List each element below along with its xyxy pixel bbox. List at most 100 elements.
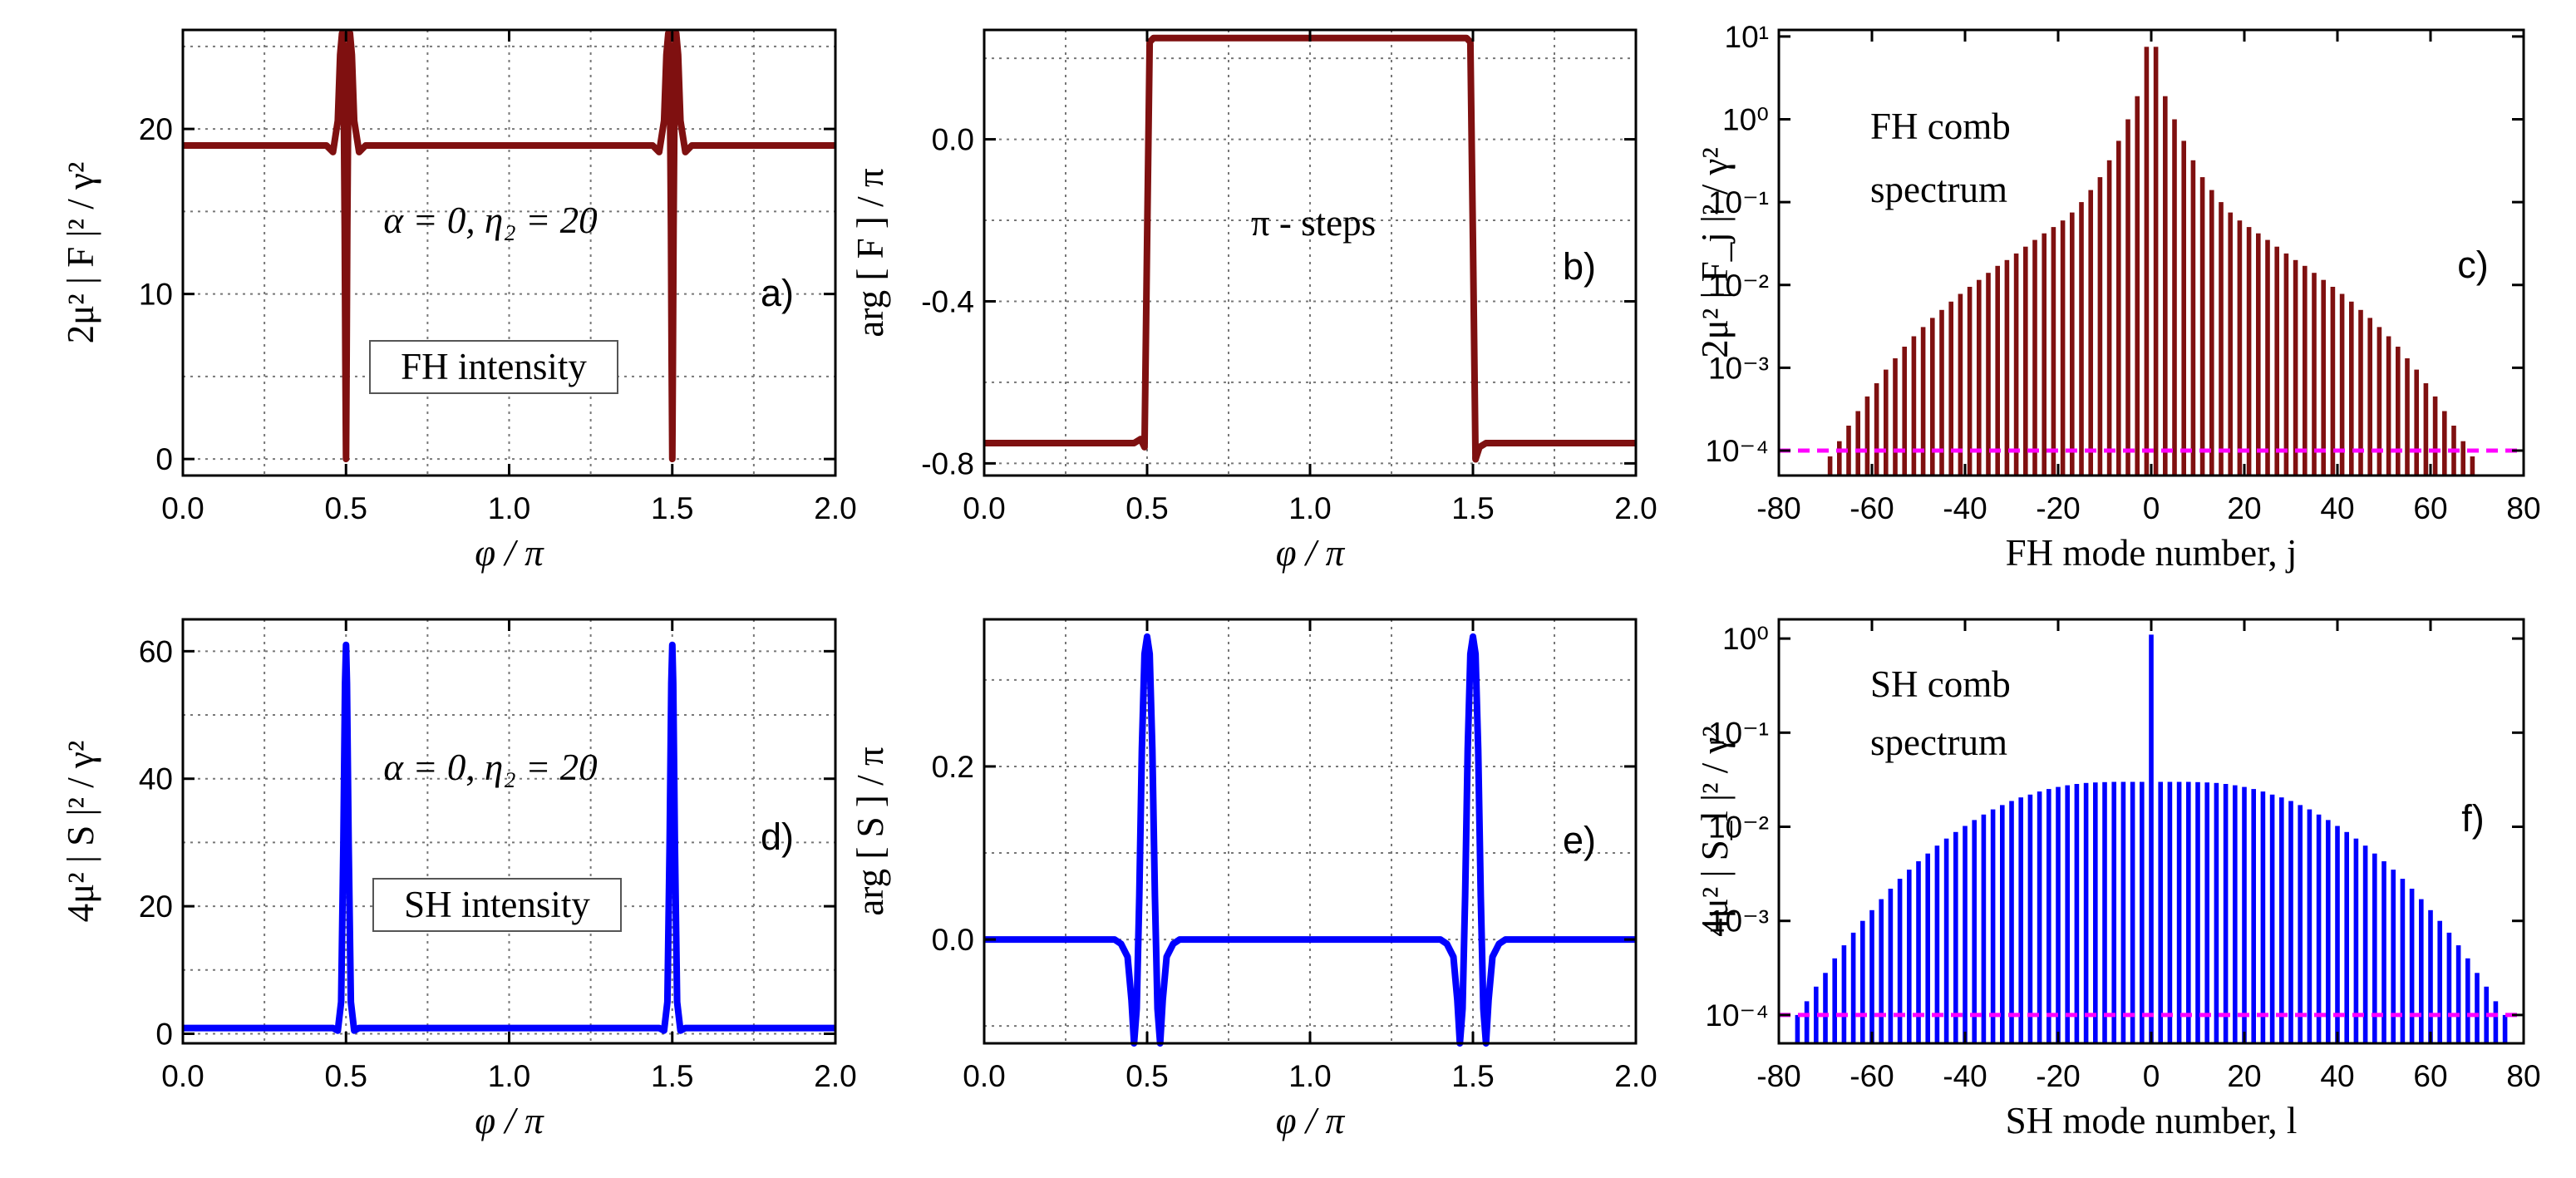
y-tick-label: 10⁻³	[1708, 351, 1769, 385]
bar-f	[2419, 899, 2424, 1043]
bar-c	[1977, 279, 1982, 476]
x-axis-label: φ / π	[1276, 532, 1346, 574]
bar-f	[1832, 958, 1837, 1043]
bar-c	[2070, 212, 2075, 476]
x-tick-label: 0	[2143, 1059, 2160, 1093]
bar-f	[2428, 909, 2433, 1043]
x-tick-label: 0	[2143, 491, 2160, 525]
panel-b: 0.0 0.5 1.0 1.5 2.0 -0.8 -0.4 0.0 φ / π arg [ F ]…	[850, 28, 1657, 574]
bar-f	[2214, 782, 2219, 1043]
bar-f	[2195, 781, 2200, 1043]
bar-f	[2223, 784, 2229, 1043]
y-tick-label: 10⁻¹	[1708, 185, 1769, 219]
bar-c	[2153, 47, 2159, 476]
bar-c	[2460, 441, 2465, 476]
bar-c	[2396, 347, 2401, 476]
panel-f: -80 -60 -40 -20 0 20 40 60 80 10⁻⁴ 10⁻³ 10⁻² 10⁻¹ 10⁰…	[1694, 618, 2541, 1141]
bar-f	[2475, 973, 2480, 1043]
x-tick-label: 1.5	[1451, 1059, 1494, 1093]
bar-c	[2432, 396, 2438, 476]
bar-c	[2097, 177, 2103, 476]
annotation: FH comb	[1870, 106, 2011, 147]
bar-c	[2265, 239, 2270, 476]
bar-c	[1893, 358, 1898, 476]
bar-c	[1930, 318, 1935, 476]
bar-f	[2233, 785, 2238, 1043]
bar-f	[2400, 879, 2406, 1043]
series-line-a	[183, 30, 835, 463]
x-tick-label: 2.0	[814, 1059, 856, 1093]
bar-f	[2204, 782, 2209, 1043]
bar-f	[2140, 781, 2145, 1043]
bar-f	[1860, 920, 1865, 1043]
x-tick-label: 20	[2227, 1059, 2261, 1093]
bar-f	[2344, 831, 2349, 1043]
x-tick-label: 1.0	[1288, 491, 1331, 525]
annotation: π - steps	[1251, 202, 1376, 244]
bar-c	[1995, 265, 2000, 476]
bar-c	[2060, 220, 2066, 476]
x-axis-label: SH mode number, l	[2006, 1100, 2298, 1141]
x-tick-label: -60	[1849, 491, 1894, 525]
bar-c	[2256, 233, 2261, 476]
y-tick-label: 10⁻⁴	[1705, 998, 1769, 1033]
bar-f	[1897, 879, 1903, 1043]
bar-f	[1888, 889, 1894, 1043]
bar-f	[2372, 853, 2377, 1043]
y-axis-label: arg [ S ] / π	[850, 747, 891, 915]
y-tick-label: 40	[139, 762, 173, 796]
y-tick-label: 10	[139, 278, 173, 312]
bar-f	[1850, 932, 1856, 1043]
bar-f	[2251, 789, 2256, 1043]
x-axis-label: FH mode number, j	[2006, 532, 2298, 574]
y-axis-label: 2μ² | F_j |² / γ²	[1694, 147, 1736, 358]
bar-f	[2288, 801, 2293, 1043]
x-tick-label: 1.5	[651, 1059, 693, 1093]
bar-c	[2405, 358, 2410, 476]
bar-f	[2437, 920, 2442, 1043]
y-tick-label: 0.2	[932, 750, 974, 784]
bar-c	[2042, 233, 2047, 476]
bar-f	[2102, 781, 2107, 1043]
bar-f	[1963, 826, 1968, 1043]
y-tick-label: 10⁰	[1722, 622, 1769, 656]
x-axis-label: φ / π	[1276, 1100, 1346, 1141]
panel-a: 0.0 0.5 1.0 1.5 2.0 0 10 20 φ / π 2μ² | F |² / γ²…	[60, 28, 857, 574]
bar-c	[1874, 383, 1879, 476]
bar-f	[2009, 801, 2014, 1043]
bar-f	[2307, 809, 2312, 1043]
bar-c	[2349, 301, 2354, 476]
x-tick-label: 60	[2413, 491, 2447, 525]
bar-f	[2000, 805, 2005, 1043]
bar-c	[2181, 140, 2186, 476]
bar-c	[2358, 309, 2363, 476]
panel-label: b)	[1563, 245, 1596, 288]
bar-f	[1981, 814, 1987, 1043]
bar-c	[2088, 190, 2093, 476]
bar-f	[2316, 814, 2322, 1043]
x-tick-label: -40	[1943, 491, 1987, 525]
y-tick-label: -0.4	[921, 284, 974, 318]
bar-c	[1837, 441, 1842, 476]
bar-c	[2032, 239, 2037, 476]
x-tick-label: 1.0	[1288, 1059, 1331, 1093]
y-tick-label: 10⁻²	[1708, 811, 1769, 845]
x-axis-label: φ / π	[475, 1100, 544, 1141]
bar-c	[2116, 140, 2121, 476]
bar-f	[2335, 826, 2340, 1043]
bar-f	[2186, 781, 2191, 1043]
boxed-label: FH intensity	[401, 346, 587, 387]
bar-f	[2065, 785, 2070, 1043]
bar-c	[2423, 383, 2429, 476]
bar-c	[2079, 202, 2084, 476]
bar-c	[2219, 202, 2224, 476]
bar-c	[2470, 456, 2475, 476]
bar-f	[2502, 1014, 2508, 1043]
bar-c	[1846, 426, 1851, 476]
y-tick-label: 10⁻²	[1708, 269, 1769, 303]
bar-f	[2037, 791, 2042, 1043]
x-tick-label: -20	[2036, 491, 2080, 525]
bar-f	[1879, 899, 1884, 1043]
bar-f	[2381, 861, 2386, 1043]
